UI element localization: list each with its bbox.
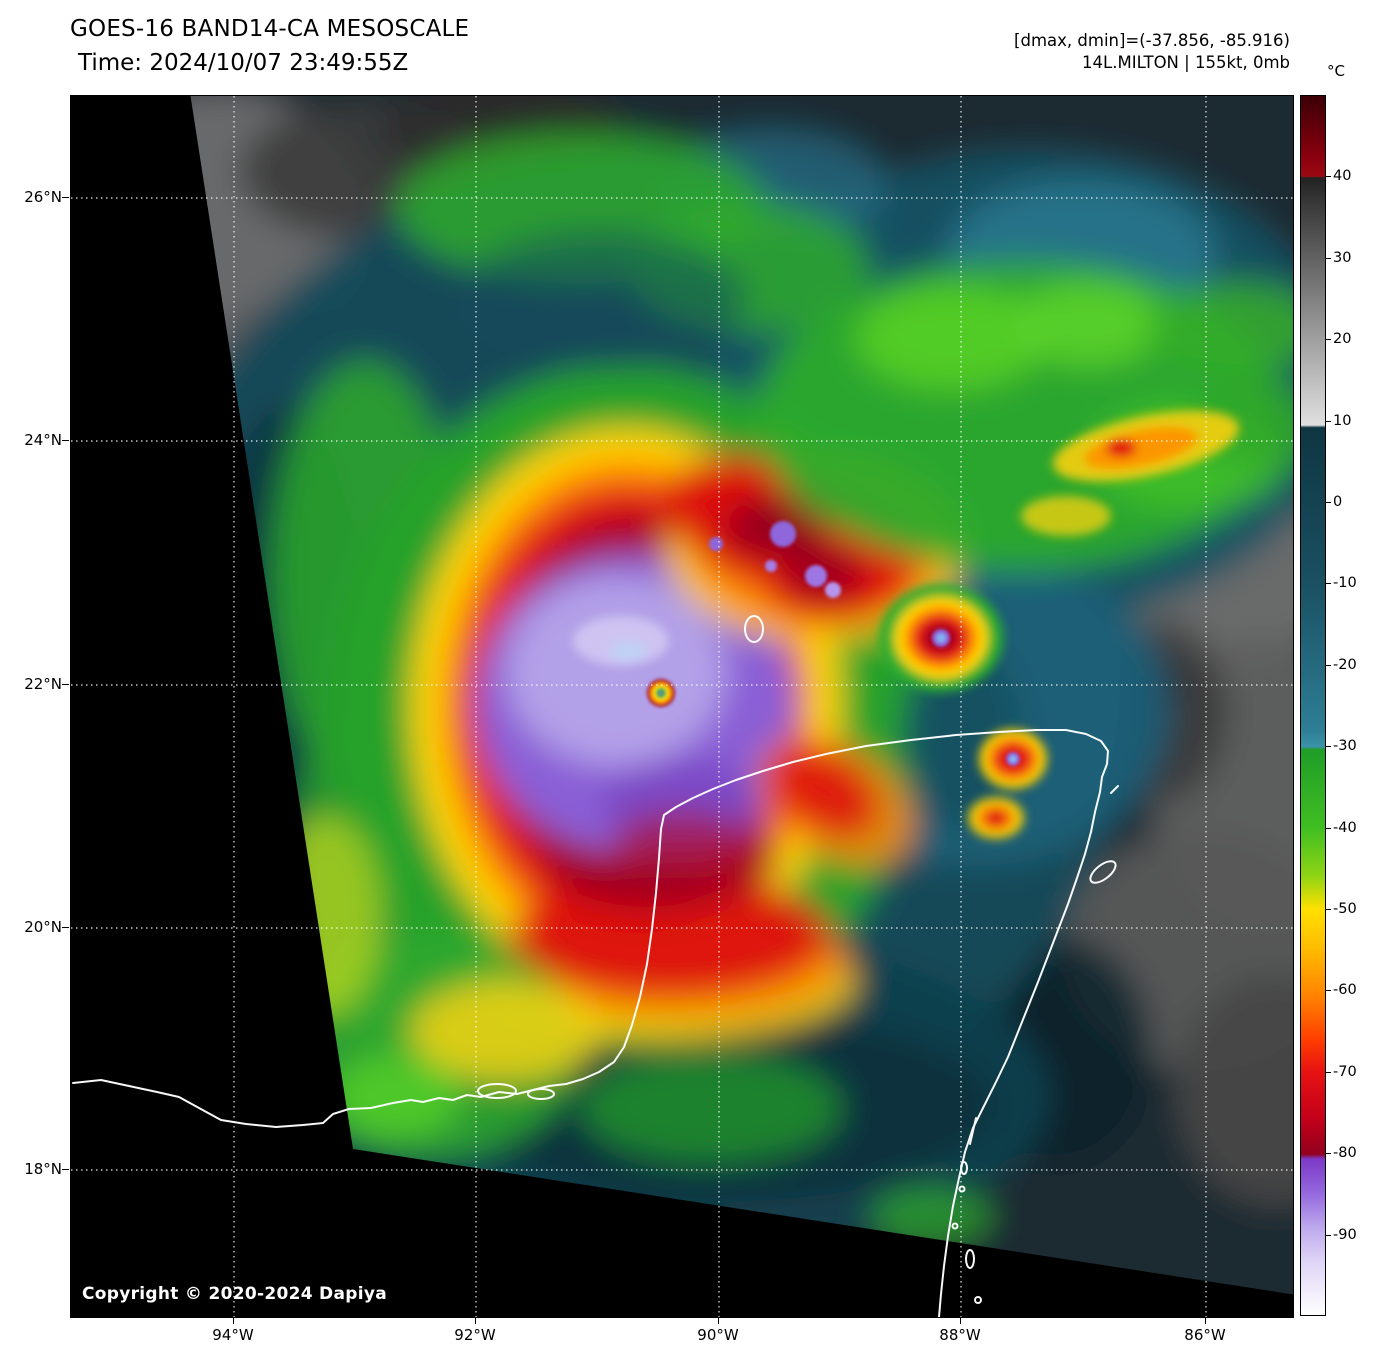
- lon-tick: [233, 1317, 234, 1324]
- lat-tick: [62, 684, 69, 685]
- lon-tick: [960, 1317, 961, 1324]
- colorbar-tick: [1326, 1235, 1331, 1236]
- colorbar-tick-label: 30: [1333, 250, 1352, 266]
- copyright-watermark: Copyright © 2020-2024 Dapiya: [82, 1284, 387, 1304]
- lon-tick: [718, 1317, 719, 1324]
- colorbar-tick: [1326, 258, 1331, 259]
- lat-tick: [62, 197, 69, 198]
- storm-core: [647, 521, 1020, 766]
- lon-tick: [1205, 1317, 1206, 1324]
- colorbar-tick: [1326, 1153, 1331, 1154]
- lon-tick-label: 92°W: [454, 1326, 496, 1344]
- satellite-map: Copyright © 2020-2024 Dapiya: [70, 95, 1294, 1318]
- lon-tick-label: 88°W: [939, 1326, 981, 1344]
- colorbar-tick: [1326, 990, 1331, 991]
- colorbar: [1300, 95, 1326, 1316]
- colorbar-tick-label: 20: [1333, 331, 1352, 347]
- lat-tick-label: 20°N: [24, 918, 62, 936]
- dmax-dmin-readout: [dmax, dmin]=(-37.856, -85.916): [1014, 31, 1290, 50]
- colorbar-tick: [1326, 828, 1331, 829]
- grid-overlay: [71, 96, 1293, 1317]
- colorbar-tick: [1326, 1072, 1331, 1073]
- lat-tick-label: 26°N: [24, 188, 62, 206]
- ir-cloud-imagery: [189, 96, 1293, 1296]
- storm-info-readout: 14L.MILTON | 155kt, 0mb: [1082, 53, 1290, 72]
- colorbar-tick: [1326, 421, 1331, 422]
- colorbar-tick: [1326, 176, 1331, 177]
- page-title: GOES-16 BAND14-CA MESOSCALE: [70, 16, 470, 42]
- colorbar-tick-label: 40: [1333, 168, 1352, 184]
- lat-tick: [62, 1169, 69, 1170]
- coastline-overlay: [72, 615, 1119, 1317]
- colorbar-unit-label: °C: [1327, 62, 1345, 80]
- lon-tick-label: 86°W: [1184, 1326, 1226, 1344]
- colorbar-tick: [1326, 665, 1331, 666]
- timestamp-label: Time: 2024/10/07 23:49:55Z: [78, 50, 409, 76]
- lat-tick-label: 22°N: [24, 675, 62, 693]
- colorbar-tick-label: -20: [1333, 657, 1357, 673]
- lon-tick-label: 90°W: [697, 1326, 739, 1344]
- colorbar-tick-label: 0: [1333, 494, 1343, 510]
- colorbar-tick: [1326, 909, 1331, 910]
- lat-tick: [62, 440, 69, 441]
- map-svg: [71, 96, 1293, 1317]
- colorbar-tick-label: -70: [1333, 1064, 1357, 1080]
- lat-tick: [62, 927, 69, 928]
- colorbar-gradient: [1301, 96, 1325, 1315]
- hurricane-eye: [647, 679, 675, 707]
- colorbar-tick: [1326, 583, 1331, 584]
- lat-tick-label: 18°N: [24, 1160, 62, 1178]
- colorbar-tick-label: -50: [1333, 901, 1357, 917]
- lat-tick-label: 24°N: [24, 431, 62, 449]
- colorbar-tick-label: 10: [1333, 413, 1352, 429]
- lon-tick: [475, 1317, 476, 1324]
- colorbar-tick-label: -90: [1333, 1227, 1357, 1243]
- colorbar-tick: [1326, 746, 1331, 747]
- readout-block: [dmax, dmin]=(-37.856, -85.916) 14L.MILT…: [1014, 30, 1290, 74]
- colorbar-tick-label: -80: [1333, 1145, 1357, 1161]
- colorbar-tick-label: -40: [1333, 820, 1357, 836]
- colorbar-tick-label: -10: [1333, 575, 1357, 591]
- colorbar-tick: [1326, 502, 1331, 503]
- colorbar-tick-label: -30: [1333, 738, 1357, 754]
- lon-tick-label: 94°W: [212, 1326, 254, 1344]
- colorbar-tick: [1326, 339, 1331, 340]
- colorbar-tick-label: -60: [1333, 982, 1357, 998]
